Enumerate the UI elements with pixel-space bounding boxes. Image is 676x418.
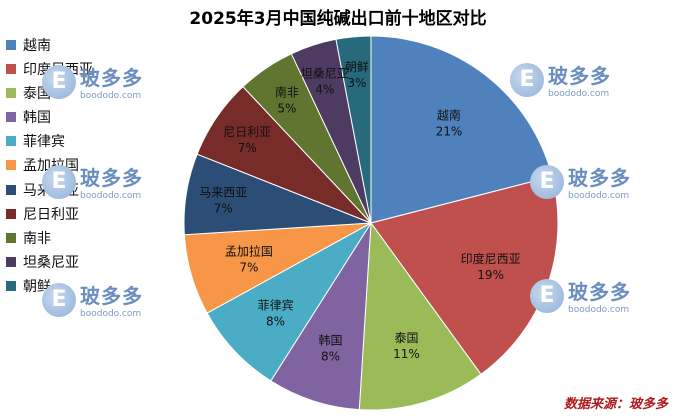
- slice-label: 印度尼西亚: [461, 251, 521, 266]
- slice-value: 7%: [214, 202, 233, 216]
- watermark-logo-icon: E: [510, 62, 544, 97]
- legend-swatch: [6, 39, 16, 50]
- slice-value: 7%: [238, 141, 257, 155]
- legend-swatch: [6, 281, 16, 292]
- watermark: E 玻多多 boododo.com: [530, 162, 631, 201]
- slice-label: 朝鲜: [345, 60, 369, 74]
- slice-value: 5%: [277, 101, 296, 115]
- slice-value: 4%: [315, 83, 334, 97]
- watermark-logo-icon: E: [42, 282, 76, 317]
- watermark: E 玻多多 boododo.com: [510, 60, 611, 99]
- pie-slice: [358, 221, 482, 411]
- watermark-logo-icon: E: [42, 164, 76, 199]
- slice-label: 泰国: [394, 331, 418, 345]
- legend-swatch: [6, 208, 16, 219]
- slice-value: 3%: [347, 76, 366, 90]
- slice-value: 8%: [266, 315, 285, 329]
- watermark: E 玻多多 boododo.com: [42, 162, 143, 201]
- slice-value: 19%: [477, 268, 504, 282]
- watermark: E 玻多多 boododo.com: [42, 62, 143, 101]
- legend-label: 菲律宾: [23, 134, 65, 151]
- watermark: E 玻多多 boododo.com: [530, 276, 631, 315]
- slice-label: 韩国: [319, 332, 343, 347]
- slice-label: 越南: [437, 108, 461, 123]
- legend-label: 越南: [23, 37, 51, 54]
- legend-label: 韩国: [23, 110, 51, 127]
- legend-swatch: [6, 160, 16, 171]
- legend-label: 尼日利亚: [23, 206, 79, 223]
- pie-slice: [270, 222, 372, 411]
- legend-swatch: [6, 63, 16, 74]
- watermark: E 玻多多 boododo.com: [42, 280, 143, 319]
- watermark-logo-icon: E: [530, 278, 564, 313]
- legend-swatch: [6, 87, 16, 98]
- data-source: 数据来源：玻多多: [563, 397, 668, 412]
- legend-swatch: [6, 112, 16, 123]
- slice-value: 21%: [436, 125, 463, 139]
- watermark-logo-icon: E: [530, 164, 564, 199]
- pie-slice: [335, 35, 372, 224]
- legend-item: 南非: [6, 228, 93, 249]
- slice-label: 坦桑尼亚: [301, 67, 349, 81]
- slice-label: 南非: [275, 84, 299, 99]
- legend-swatch: [6, 257, 16, 268]
- legend-swatch: [6, 184, 16, 195]
- legend-item: 坦桑尼亚: [6, 252, 93, 273]
- pie-slice: [206, 222, 372, 382]
- slice-label: 菲律宾: [258, 298, 294, 313]
- chart-title: 2025年3月中国纯碱出口前十地区对比: [189, 9, 487, 29]
- slice-value: 11%: [393, 347, 420, 361]
- pie-slice: [370, 35, 553, 224]
- slice-value: 7%: [239, 260, 258, 274]
- slice-label: 孟加拉国: [225, 243, 273, 258]
- legend-item: 菲律宾: [6, 131, 93, 152]
- legend-label: 坦桑尼亚: [23, 255, 79, 272]
- watermark-logo-icon: E: [42, 64, 76, 99]
- legend-label: 南非: [23, 231, 51, 247]
- slice-label: 马来西亚: [199, 186, 247, 200]
- legend-swatch: [6, 136, 16, 147]
- legend-item: 韩国: [6, 107, 93, 128]
- legend-item: 尼日利亚: [6, 203, 93, 224]
- slice-label: 尼日利亚: [223, 125, 271, 139]
- legend-item: 越南: [6, 34, 93, 55]
- slice-value: 8%: [321, 349, 340, 363]
- legend-swatch: [6, 233, 16, 243]
